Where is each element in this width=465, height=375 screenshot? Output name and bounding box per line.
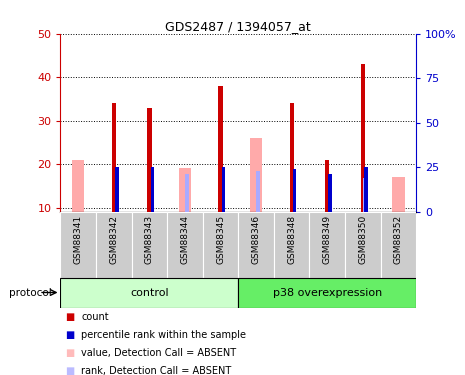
Bar xyxy=(132,212,167,278)
Bar xyxy=(147,108,152,212)
Text: ■: ■ xyxy=(65,366,74,375)
Bar xyxy=(203,212,239,278)
Bar xyxy=(293,169,297,212)
Bar xyxy=(112,103,116,212)
Text: percentile rank within the sample: percentile rank within the sample xyxy=(81,330,246,340)
Bar xyxy=(96,212,132,278)
Bar xyxy=(290,103,294,212)
Text: GSM88345: GSM88345 xyxy=(216,215,225,264)
Text: p38 overexpression: p38 overexpression xyxy=(272,288,382,297)
Text: GSM88350: GSM88350 xyxy=(359,215,367,264)
Bar xyxy=(239,212,274,278)
Bar xyxy=(179,168,191,212)
Bar xyxy=(364,167,368,212)
Bar xyxy=(186,174,189,212)
Bar xyxy=(167,212,203,278)
Text: protocol: protocol xyxy=(9,288,52,297)
Bar xyxy=(115,167,119,212)
Text: GSM88348: GSM88348 xyxy=(287,215,296,264)
Bar xyxy=(257,171,260,212)
Text: ■: ■ xyxy=(65,312,74,322)
Bar xyxy=(60,212,96,278)
Text: control: control xyxy=(130,288,169,297)
Bar xyxy=(361,64,365,212)
Text: count: count xyxy=(81,312,109,322)
Bar xyxy=(380,212,416,278)
Title: GDS2487 / 1394057_at: GDS2487 / 1394057_at xyxy=(166,20,311,33)
Bar xyxy=(72,160,85,212)
Text: GSM88346: GSM88346 xyxy=(252,215,260,264)
Text: ■: ■ xyxy=(65,330,74,340)
Text: ■: ■ xyxy=(65,348,74,358)
Bar xyxy=(151,167,154,212)
Bar xyxy=(363,178,367,212)
Text: rank, Detection Call = ABSENT: rank, Detection Call = ABSENT xyxy=(81,366,232,375)
Bar xyxy=(222,167,226,212)
Bar xyxy=(310,212,345,278)
Bar xyxy=(325,160,329,212)
Bar xyxy=(392,177,405,212)
Bar xyxy=(60,278,239,308)
Text: GSM88343: GSM88343 xyxy=(145,215,154,264)
Bar xyxy=(239,278,416,308)
Text: GSM88349: GSM88349 xyxy=(323,215,332,264)
Text: GSM88352: GSM88352 xyxy=(394,215,403,264)
Bar xyxy=(274,212,310,278)
Text: value, Detection Call = ABSENT: value, Detection Call = ABSENT xyxy=(81,348,237,358)
Bar xyxy=(219,86,223,212)
Bar xyxy=(345,212,380,278)
Bar xyxy=(250,138,262,212)
Text: GSM88342: GSM88342 xyxy=(109,215,118,264)
Bar xyxy=(328,174,332,212)
Text: GSM88344: GSM88344 xyxy=(180,215,189,264)
Text: GSM88341: GSM88341 xyxy=(74,215,83,264)
